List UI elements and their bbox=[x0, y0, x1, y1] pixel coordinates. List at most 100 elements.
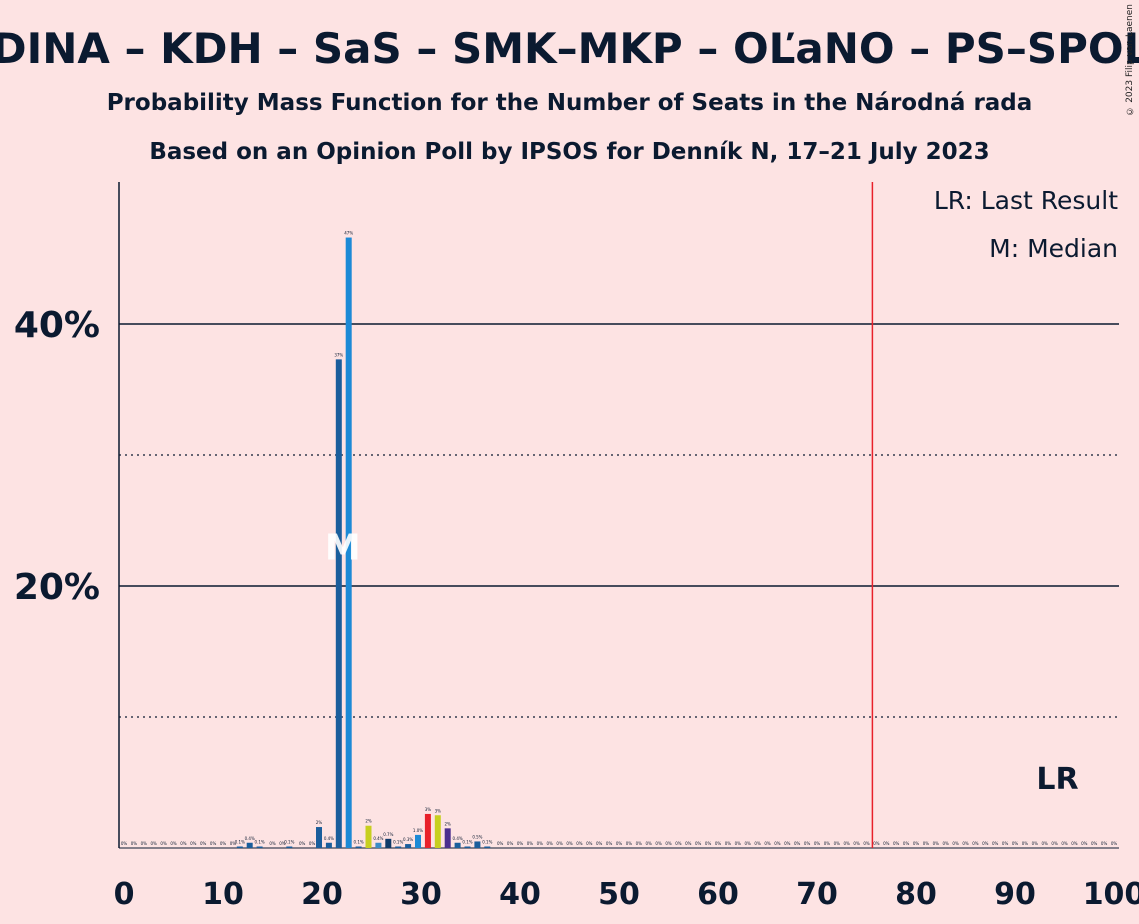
bar-label-zero-82: 0% bbox=[933, 841, 940, 846]
bar-label-28: 0.1% bbox=[393, 840, 403, 845]
bar-label-zero-0: 0% bbox=[121, 841, 128, 846]
last-result-marker: LR bbox=[1036, 762, 1078, 797]
bar-seats-23 bbox=[345, 237, 352, 849]
bar-label-zero-56: 0% bbox=[675, 841, 682, 846]
bar-label-zero-43: 0% bbox=[547, 841, 554, 846]
bar-label-zero-50: 0% bbox=[616, 841, 623, 846]
x-tick-label-50: 50 bbox=[598, 877, 640, 912]
legend-last-result: LR: Last Result bbox=[934, 186, 1118, 215]
bar-label-zero-8: 0% bbox=[200, 841, 207, 846]
bar-label-zero-69: 0% bbox=[804, 841, 811, 846]
bar-label-14: 0.1% bbox=[255, 840, 265, 845]
bar-seats-27 bbox=[385, 838, 392, 848]
bar-label-zero-95: 0% bbox=[1061, 841, 1068, 846]
y-tick-label-40: 40% bbox=[14, 305, 100, 346]
bar-seats-35 bbox=[464, 846, 471, 848]
bar-seats-29 bbox=[405, 844, 412, 848]
bar-label-zero-5: 0% bbox=[170, 841, 177, 846]
bar-seats-12 bbox=[236, 846, 243, 848]
bar-label-zero-9: 0% bbox=[210, 841, 217, 846]
bar-label-zero-40: 0% bbox=[517, 841, 524, 846]
chart-title: ODINA – KDH – SaS – SMK–MKP – OĽaNO – PS… bbox=[0, 24, 1139, 73]
bar-seats-13 bbox=[246, 842, 253, 848]
bar-seats-37 bbox=[484, 846, 491, 848]
bar-label-zero-93: 0% bbox=[1042, 841, 1049, 846]
bar-seats-20 bbox=[316, 827, 322, 848]
bar-label-zero-61: 0% bbox=[725, 841, 732, 846]
x-tick-label-70: 70 bbox=[796, 877, 838, 912]
y-tick-label-20: 20% bbox=[14, 567, 100, 608]
bar-label-zero-51: 0% bbox=[626, 841, 633, 846]
bar-label-37: 0.1% bbox=[482, 840, 492, 845]
bar-label-12: 0.1% bbox=[235, 840, 245, 845]
bar-label-zero-94: 0% bbox=[1051, 841, 1058, 846]
x-tick-label-0: 0 bbox=[114, 877, 135, 912]
bar-label-24: 0.1% bbox=[354, 840, 364, 845]
bar-label-34: 0.4% bbox=[453, 836, 463, 841]
bar-label-29: 0.3% bbox=[403, 837, 413, 842]
bar-seats-25 bbox=[365, 825, 372, 848]
bar-label-zero-86: 0% bbox=[972, 841, 979, 846]
bar-label-33: 2% bbox=[445, 821, 452, 826]
bar-label-zero-52: 0% bbox=[636, 841, 643, 846]
bar-label-zero-77: 0% bbox=[883, 841, 890, 846]
bar-label-zero-85: 0% bbox=[962, 841, 969, 846]
bar-label-zero-79: 0% bbox=[903, 841, 910, 846]
bar-label-27: 0.7% bbox=[383, 832, 393, 837]
bar-label-zero-73: 0% bbox=[844, 841, 851, 846]
bar-label-22: 37% bbox=[334, 352, 343, 357]
bar-label-20: 2% bbox=[316, 820, 323, 825]
x-tick-label-100: 100 bbox=[1083, 877, 1139, 912]
bar-label-zero-18: 0% bbox=[299, 841, 306, 846]
bar-label-36: 0.5% bbox=[472, 834, 482, 839]
bar-label-zero-19: 0% bbox=[309, 841, 316, 846]
bar-label-zero-55: 0% bbox=[665, 841, 672, 846]
bar-label-zero-66: 0% bbox=[774, 841, 781, 846]
bar-label-zero-65: 0% bbox=[764, 841, 771, 846]
bar-label-zero-49: 0% bbox=[606, 841, 613, 846]
bar-seats-31 bbox=[424, 813, 431, 848]
bar-label-zero-70: 0% bbox=[814, 841, 821, 846]
bar-seats-30 bbox=[415, 834, 421, 848]
bar-label-zero-62: 0% bbox=[735, 841, 742, 846]
bar-label-zero-81: 0% bbox=[923, 841, 930, 846]
x-tick-label-40: 40 bbox=[499, 877, 541, 912]
bar-seats-22 bbox=[335, 359, 342, 848]
bar-label-zero-46: 0% bbox=[576, 841, 583, 846]
bar-seats-14 bbox=[256, 846, 263, 848]
bar-label-zero-97: 0% bbox=[1081, 841, 1088, 846]
bar-label-zero-75: 0% bbox=[863, 841, 870, 846]
bar-seats-36 bbox=[474, 841, 481, 848]
bar-label-zero-64: 0% bbox=[754, 841, 761, 846]
bar-label-zero-99: 0% bbox=[1101, 841, 1108, 846]
bar-label-zero-48: 0% bbox=[596, 841, 603, 846]
bar-label-zero-87: 0% bbox=[982, 841, 989, 846]
bar-label-zero-3: 0% bbox=[151, 841, 158, 846]
bar-label-zero-90: 0% bbox=[1012, 841, 1019, 846]
median-marker: M bbox=[325, 528, 361, 569]
bar-seats-26 bbox=[375, 842, 382, 848]
legend-median: M: Median bbox=[989, 234, 1118, 263]
bar-label-zero-100: 0% bbox=[1111, 841, 1118, 846]
bar-label-zero-44: 0% bbox=[556, 841, 563, 846]
bar-label-zero-10: 0% bbox=[220, 841, 227, 846]
bar-seats-34 bbox=[454, 842, 461, 848]
bar-label-21: 0.4% bbox=[324, 836, 334, 841]
bar-label-zero-68: 0% bbox=[794, 841, 801, 846]
bar-label-zero-42: 0% bbox=[537, 841, 544, 846]
bar-label-13: 0.4% bbox=[245, 836, 255, 841]
bar-label-zero-15: 0% bbox=[269, 841, 276, 846]
bar-label-17: 0.1% bbox=[284, 840, 294, 845]
bar-label-zero-59: 0% bbox=[705, 841, 712, 846]
bar-label-zero-96: 0% bbox=[1071, 841, 1078, 846]
bar-seats-21 bbox=[325, 842, 332, 848]
bar-seats-33 bbox=[444, 828, 451, 848]
bar-label-zero-45: 0% bbox=[566, 841, 573, 846]
bar-label-zero-11: 0% bbox=[230, 841, 237, 846]
bar-label-zero-71: 0% bbox=[824, 841, 831, 846]
bar-label-zero-91: 0% bbox=[1022, 841, 1029, 846]
bar-label-26: 0.4% bbox=[373, 836, 383, 841]
bar-seats-32 bbox=[434, 815, 441, 848]
bar-label-25: 2% bbox=[365, 819, 372, 824]
bar-label-zero-53: 0% bbox=[646, 841, 653, 846]
